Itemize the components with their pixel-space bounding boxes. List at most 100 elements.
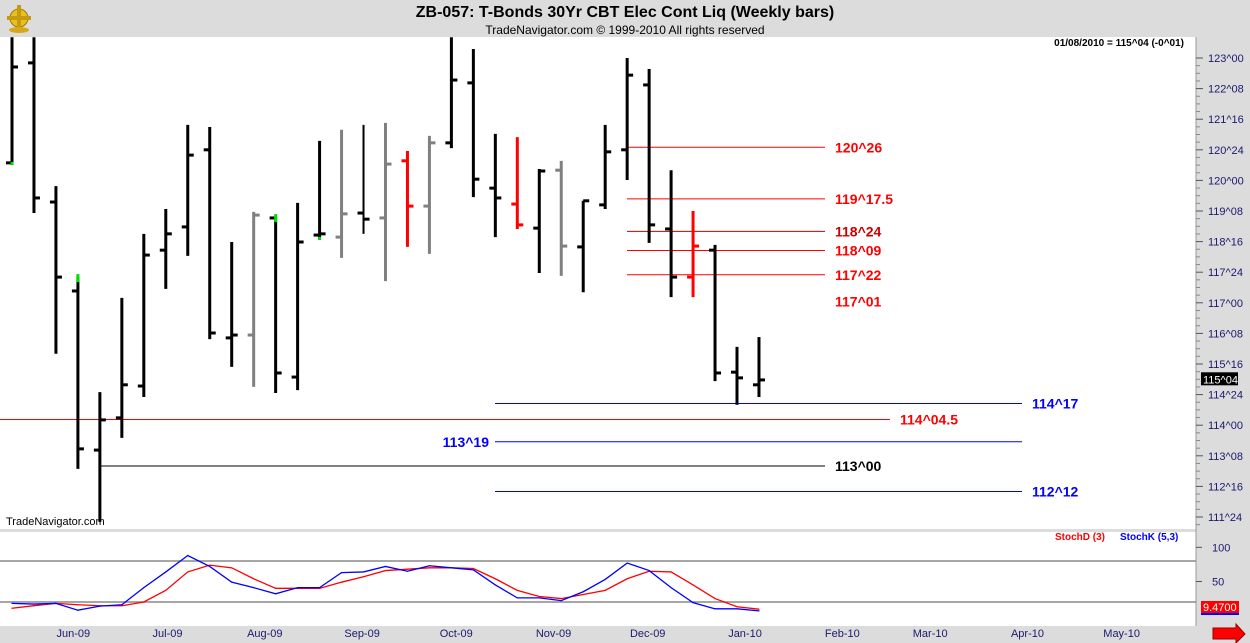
ohlc-bar[interactable] <box>643 69 656 243</box>
level-label: 118^24 <box>835 223 882 239</box>
ohlc-bar[interactable] <box>445 37 458 149</box>
level-label: 120^26 <box>835 139 882 155</box>
x-tick-label: Jan-10 <box>728 628 762 640</box>
ohlc-bar[interactable] <box>335 129 348 258</box>
stoch-point <box>275 587 277 589</box>
x-tick-label: Feb-10 <box>825 628 860 640</box>
ohlc-bar[interactable] <box>181 124 194 256</box>
ohlc-bar[interactable] <box>115 297 128 438</box>
ohlc-bar[interactable] <box>49 186 62 354</box>
y-tick-label: 119^08 <box>1208 206 1243 218</box>
stoch-point <box>297 587 299 589</box>
ohlc-bar[interactable] <box>423 135 436 254</box>
signal-mark <box>318 236 322 240</box>
stoch-point <box>670 571 672 573</box>
ohlc-bar[interactable] <box>27 37 40 214</box>
ohlc-bar[interactable] <box>533 168 546 274</box>
ohlc-bar[interactable] <box>709 244 722 382</box>
stoch-point <box>604 578 606 581</box>
ohlc-bar[interactable] <box>71 274 84 469</box>
stoch-point <box>472 567 474 570</box>
stoch-point <box>670 587 672 589</box>
scroll-right-arrow-icon[interactable] <box>1212 622 1246 643</box>
ohlc-bar[interactable] <box>203 126 216 340</box>
signal-mark <box>76 274 80 283</box>
stoch-point <box>560 600 562 602</box>
stoch-point <box>209 565 211 568</box>
ohlc-bar[interactable] <box>313 140 326 240</box>
level-label: 114^04.5 <box>900 411 958 427</box>
stoch-point <box>384 565 387 568</box>
stoch-point <box>714 608 716 610</box>
x-tick-label: Dec-09 <box>630 628 665 640</box>
last-price-label: 115^04 <box>1203 374 1238 386</box>
ohlc-bar[interactable] <box>752 337 765 398</box>
stoch-point <box>253 587 255 589</box>
ohlc-bar[interactable] <box>577 199 590 293</box>
ohlc-bar[interactable] <box>357 124 370 234</box>
ohlc-bar[interactable] <box>225 242 238 367</box>
stoch-last-value-box <box>1201 601 1239 613</box>
stoch-point <box>516 597 518 599</box>
x-tick-label: Apr-10 <box>1011 628 1044 640</box>
price-plot-area <box>0 37 1196 529</box>
stoch-point <box>384 569 387 572</box>
ohlc-bar[interactable] <box>379 122 392 282</box>
stoch-point <box>582 593 584 596</box>
stoch-point <box>560 597 562 600</box>
ohlc-bar[interactable] <box>6 37 18 165</box>
legend-stochd: StochD (3) <box>1055 532 1105 543</box>
stoch-point <box>626 562 628 564</box>
ohlc-bar[interactable] <box>687 211 700 298</box>
ohlc-bar[interactable] <box>599 124 612 209</box>
stoch-point <box>33 605 35 607</box>
stoch-point <box>692 602 694 604</box>
ohlc-bar[interactable] <box>621 58 634 180</box>
ohlc-bar[interactable] <box>137 233 150 398</box>
stoch-point <box>77 609 79 611</box>
stoch-point <box>11 602 13 604</box>
ohlc-bar[interactable] <box>93 392 106 522</box>
stoch-point <box>362 576 365 578</box>
ohlc-bar[interactable] <box>665 170 678 298</box>
x-tick-label: Jul-09 <box>153 628 183 640</box>
y-tick-label: 112^16 <box>1208 481 1243 493</box>
stoch-point <box>450 567 452 569</box>
level-label: 114^17 <box>1032 396 1079 412</box>
y-tick-label: 113^08 <box>1208 451 1243 463</box>
ohlc-bar[interactable] <box>247 211 260 387</box>
ohlc-bar[interactable] <box>401 151 414 247</box>
level-label: 119^17.5 <box>835 191 893 207</box>
stoch-last-value-label: 9.4700 <box>1203 602 1237 614</box>
stoch-y-tick-label: 50 <box>1212 577 1224 589</box>
stoch-point <box>187 571 189 573</box>
stoch-y-tick-label: 100 <box>1212 542 1230 554</box>
ohlc-bar[interactable] <box>159 208 172 289</box>
ohlc-bar[interactable] <box>555 160 568 276</box>
y-tick-label: 120^00 <box>1208 175 1244 187</box>
ohlc-bar[interactable] <box>467 49 480 198</box>
stoch-point <box>758 608 760 610</box>
stoch-last-value-underline <box>1201 613 1239 615</box>
stoch-point <box>231 567 233 569</box>
ohlc-bar[interactable] <box>731 346 744 405</box>
y-tick-label: 116^08 <box>1208 328 1243 340</box>
ohlc-bar[interactable] <box>269 214 282 393</box>
ohlc-bar[interactable] <box>489 133 502 238</box>
y-tick-label: 120^24 <box>1208 145 1244 157</box>
level-label: 117^01 <box>835 294 882 310</box>
y-tick-label: 117^24 <box>1208 267 1243 279</box>
stoch-point <box>538 595 540 598</box>
stoch-point <box>362 571 365 573</box>
stoch-point <box>33 603 35 605</box>
stoch-point <box>55 602 57 604</box>
x-tick-label: Sep-09 <box>344 628 379 640</box>
x-tick-label: Oct-09 <box>440 628 473 640</box>
ohlc-bar[interactable] <box>291 202 304 391</box>
ohlc-bar[interactable] <box>511 137 524 229</box>
stoch-point <box>165 589 167 591</box>
stoch-point <box>121 605 123 607</box>
stoch-point <box>340 572 343 574</box>
watermark: TradeNavigator.com <box>6 516 105 528</box>
